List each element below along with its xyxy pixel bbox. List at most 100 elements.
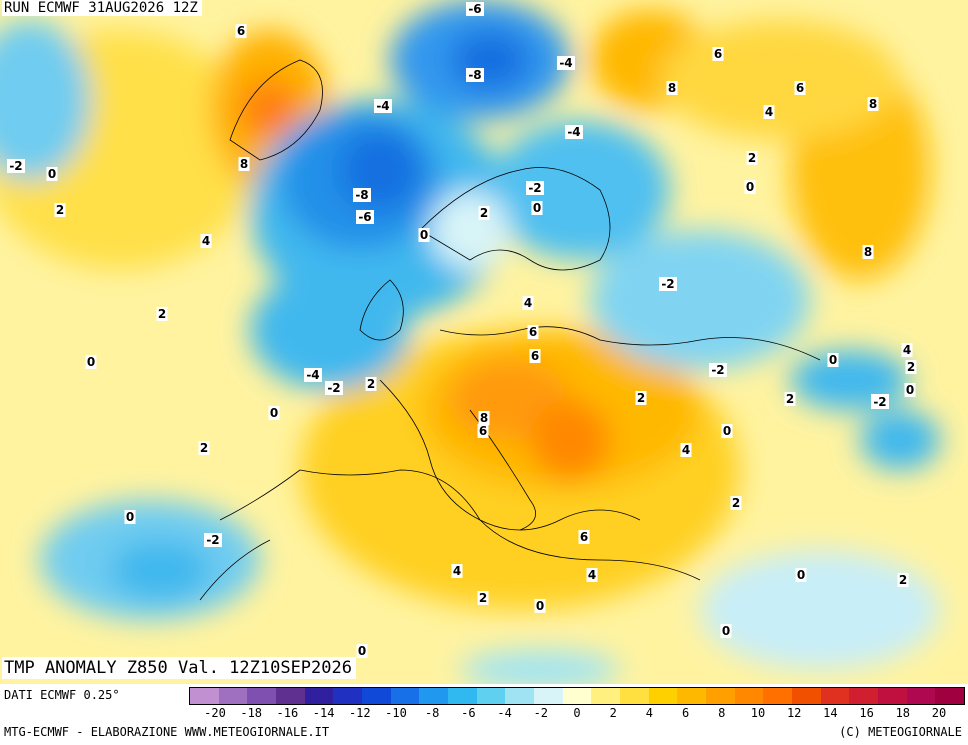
map-value-label-bg: [784, 392, 796, 406]
map-value-label-bg: [156, 307, 168, 321]
map-value-label: 6: [714, 47, 722, 61]
color-scale-tick: 2: [609, 706, 617, 720]
map-value-label-bg: [374, 99, 392, 113]
color-swatch: [390, 688, 420, 704]
map-value-label: 6: [237, 24, 245, 38]
map-value-label-bg: [730, 496, 742, 510]
map-value-label-bg: [862, 245, 874, 259]
color-swatch: [706, 688, 735, 704]
map-value-label-bg: [720, 624, 732, 638]
map-value-label: 8: [864, 245, 872, 259]
map-value-label-bg: [529, 349, 541, 363]
map-value-label: -4: [559, 56, 572, 70]
map-value-label-bg: [356, 644, 368, 658]
map-value-label: -4: [306, 368, 319, 382]
map-value-label-bg: [744, 180, 756, 194]
map-value-label: -2: [661, 277, 674, 291]
map-value-label-bg: [526, 181, 544, 195]
map-value-label: 2: [56, 203, 64, 217]
map-value-label: -4: [567, 125, 580, 139]
map-value-label: 2: [479, 591, 487, 605]
map-value-label: 0: [358, 644, 366, 658]
map-value-label-bg: [54, 203, 66, 217]
color-swatch: [763, 688, 793, 704]
map-value-label: -2: [206, 533, 219, 547]
color-scale-tick: -6: [461, 706, 476, 720]
map-value-label-bg: [477, 424, 489, 438]
map-value-label-bg: [356, 210, 374, 224]
color-swatch: [190, 688, 219, 704]
color-swatch: [534, 688, 563, 704]
footer: DATI ECMWF 0.25° -20 -18 -16 -14 -12 -10 -8 -6-…: [0, 684, 968, 745]
map-value-label-bg: [666, 81, 678, 95]
map-value-label-bg: [268, 406, 280, 420]
color-scale-tick: -8: [424, 706, 440, 720]
map-value-label-bg: [235, 24, 247, 38]
color-swatch: [562, 688, 592, 704]
map-value-label-bg: [198, 441, 210, 455]
map-value-label: 4: [682, 443, 690, 457]
map-value-label: 0: [420, 228, 428, 242]
map-value-label: 6: [531, 349, 539, 363]
color-swatch: [362, 688, 391, 704]
map-value-label-bg: [897, 573, 909, 587]
map-value-label: 0: [126, 510, 134, 524]
color-swatch: [906, 688, 936, 704]
color-scale-tick: 4: [645, 706, 654, 720]
map-value-label: -8: [468, 68, 481, 82]
color-swatch: [591, 688, 621, 704]
map-value-label-bg: [204, 533, 222, 547]
map-value-label: 0: [746, 180, 754, 194]
color-scale-tick: -14: [312, 706, 335, 720]
map-value-label: 2: [158, 307, 166, 321]
map-value-label: 2: [786, 392, 794, 406]
map-value-label: -2: [711, 363, 724, 377]
color-scale-tick: 12: [786, 706, 802, 720]
map-value-label-bg: [635, 391, 647, 405]
map-value-label-bg: [531, 201, 543, 215]
map-value-label-bg: [7, 159, 25, 173]
map-value-label-bg: [578, 530, 590, 544]
color-scale-tick: 20: [931, 706, 947, 720]
color-swatch: [476, 688, 506, 704]
map-value-label: -2: [873, 395, 886, 409]
map-value-label: 2: [637, 391, 645, 405]
map-value-label-bg: [795, 568, 807, 582]
color-scale-tick: -16: [276, 706, 299, 720]
color-swatch: [792, 688, 821, 704]
map-value-label: 4: [453, 564, 461, 578]
map-value-label-bg: [353, 188, 371, 202]
map-value-label: 2: [748, 151, 756, 165]
map-value-label: 4: [524, 296, 532, 310]
map-value-label-bg: [451, 564, 463, 578]
color-scale-tick: 6: [681, 706, 690, 720]
color-scale-tick: -18: [240, 706, 263, 720]
map-value-label: -2: [528, 181, 541, 195]
color-swatch: [648, 688, 678, 704]
map-value-label: -2: [9, 159, 22, 173]
color-swatch: [620, 688, 649, 704]
color-scale-tick: -2: [533, 706, 549, 720]
temperature-anomaly-map: 6-66-2-8-48 684-4-40242-8-60-2020846268-2…: [0, 0, 968, 684]
map-value-label: 6: [529, 325, 537, 339]
color-swatch: [218, 688, 248, 704]
map-value-label-bg: [534, 599, 546, 613]
map-value-label: 0: [797, 568, 805, 582]
map-value-label: 2: [200, 441, 208, 455]
map-value-label: -8: [355, 188, 368, 202]
map-value-label: 2: [899, 573, 907, 587]
map-value-label: 2: [732, 496, 740, 510]
color-swatch: [935, 688, 965, 704]
map-value-label-bg: [763, 105, 775, 119]
color-scale-tick: 10: [750, 706, 766, 720]
map-value-label-bg: [466, 2, 484, 16]
color-scale-tick: 0: [573, 706, 581, 720]
map-value-labels: 6-66-2-8-48 684-4-40242-8-60-2020846268-2…: [7, 2, 917, 658]
map-value-label-bg: [867, 97, 879, 111]
color-swatch: [419, 688, 449, 704]
map-value-label: 0: [536, 599, 544, 613]
map-value-label: -2: [327, 381, 340, 395]
run-info: RUN ECMWF 31AUG2026 12Z: [2, 0, 202, 16]
map-value-label-bg: [365, 377, 377, 391]
color-swatch: [304, 688, 334, 704]
